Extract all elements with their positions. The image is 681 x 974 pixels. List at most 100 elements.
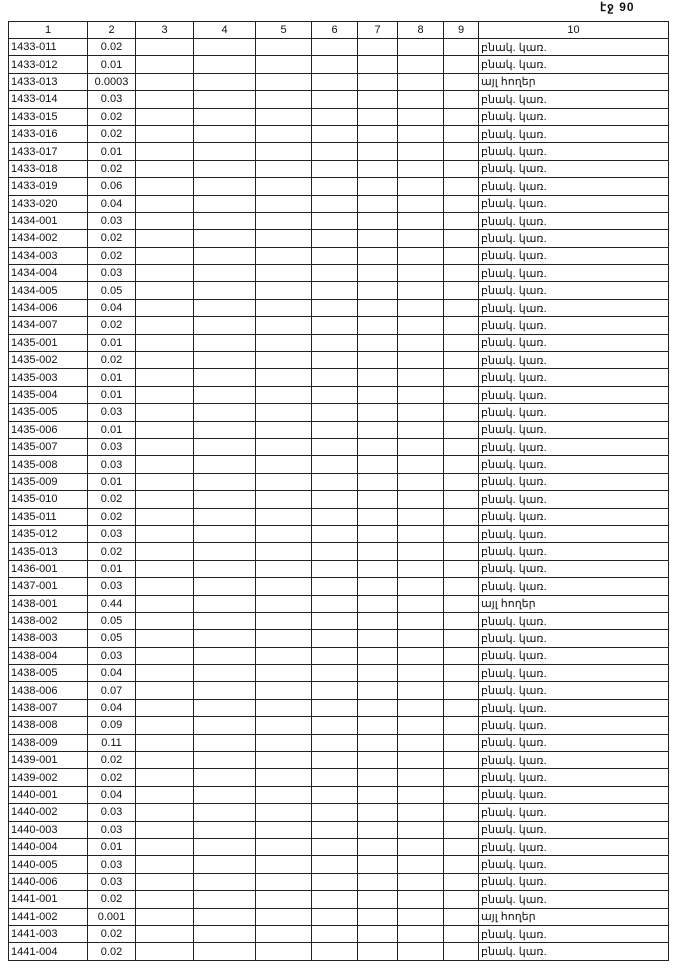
- empty-cell-col-5: [255, 281, 312, 300]
- empty-cell-col-7: [357, 124, 398, 144]
- empty-cell-col-9: [443, 333, 479, 353]
- table-row: 1441-004 0.02 բնակ. կառ.: [8, 942, 669, 961]
- empty-cell-col-8: [397, 333, 444, 353]
- parcel-code-cell: 1433-014: [8, 90, 88, 109]
- empty-cell-col-9: [443, 351, 479, 370]
- empty-cell-col-7: [357, 785, 398, 805]
- parcel-code-cell: 1440-006: [8, 872, 88, 892]
- parcel-code-cell: 1435-001: [8, 333, 88, 353]
- table-row: 1435-001 0.01 բնակ. կառ.: [8, 333, 669, 353]
- area-cell: 0.04: [87, 698, 136, 718]
- empty-cell-col-5: [255, 351, 312, 370]
- table-row: 1441-002 0.001 այլ հողեր: [8, 907, 669, 926]
- land-use-cell: բնակ. կառ.: [478, 333, 669, 353]
- parcel-code-cell: 1433-019: [8, 177, 88, 196]
- table-row: 1435-006 0.01 բնակ. կառ.: [8, 420, 669, 439]
- empty-cell-col-9: [443, 316, 479, 335]
- empty-cell-col-5: [255, 907, 312, 926]
- land-use-cell: բնակ. կառ.: [478, 768, 669, 787]
- empty-cell-col-9: [443, 855, 479, 874]
- empty-cell-col-7: [357, 942, 398, 961]
- column-header-1: 1: [8, 21, 88, 39]
- parcel-code-cell: 1434-007: [8, 316, 88, 335]
- table-row: 1440-003 0.03 բնակ. կառ.: [8, 820, 669, 839]
- empty-cell-col-4: [193, 142, 256, 161]
- parcel-code-cell: 1438-008: [8, 716, 88, 735]
- empty-cell-col-9: [443, 507, 479, 526]
- table-row: 1438-009 0.11 բնակ. կառ.: [8, 733, 669, 753]
- empty-cell-col-6: [311, 55, 358, 74]
- empty-cell-col-4: [193, 646, 256, 666]
- empty-cell-col-6: [311, 542, 358, 561]
- empty-cell-col-9: [443, 751, 479, 770]
- empty-cell-col-6: [311, 107, 358, 126]
- table-row: 1435-002 0.02 բնակ. կառ.: [8, 351, 669, 370]
- parcel-code-cell: 1435-009: [8, 472, 88, 492]
- empty-cell-col-4: [193, 890, 256, 909]
- empty-cell-col-5: [255, 437, 312, 457]
- empty-cell-col-4: [193, 785, 256, 805]
- empty-cell-col-5: [255, 490, 312, 509]
- empty-cell-col-3: [135, 37, 194, 57]
- table-row: 1440-001 0.04 բնակ. կառ.: [8, 785, 669, 805]
- empty-cell-col-4: [193, 316, 256, 335]
- empty-cell-col-5: [255, 264, 312, 283]
- empty-cell-col-5: [255, 298, 312, 318]
- land-use-cell: բնակ. կառ.: [478, 194, 669, 213]
- empty-cell-col-3: [135, 124, 194, 144]
- empty-cell-col-7: [357, 907, 398, 926]
- land-use-cell: բնակ. կառ.: [478, 472, 669, 492]
- empty-cell-col-9: [443, 194, 479, 213]
- parcel-code-cell: 1433-011: [8, 37, 88, 57]
- empty-cell-col-9: [443, 890, 479, 909]
- empty-cell-col-3: [135, 455, 194, 474]
- empty-cell-col-9: [443, 611, 479, 631]
- empty-cell-col-9: [443, 594, 479, 613]
- empty-cell-col-6: [311, 507, 358, 526]
- empty-cell-col-5: [255, 246, 312, 266]
- area-cell: 0.03: [87, 211, 136, 231]
- land-use-cell: բնակ. կառ.: [478, 385, 669, 405]
- area-cell: 0.02: [87, 351, 136, 370]
- empty-cell-col-9: [443, 142, 479, 161]
- empty-cell-col-8: [397, 72, 444, 92]
- parcel-code-cell: 1433-015: [8, 107, 88, 126]
- land-use-cell: բնակ. կառ.: [478, 351, 669, 370]
- area-cell: 0.02: [87, 229, 136, 248]
- empty-cell-col-3: [135, 246, 194, 266]
- area-cell: 0.02: [87, 37, 136, 57]
- empty-cell-col-7: [357, 437, 398, 457]
- empty-cell-col-7: [357, 385, 398, 405]
- empty-cell-col-4: [193, 803, 256, 822]
- land-use-cell: բնակ. կառ.: [478, 872, 669, 892]
- parcel-code-cell: 1440-002: [8, 803, 88, 822]
- empty-cell-col-5: [255, 55, 312, 74]
- area-cell: 0.03: [87, 872, 136, 892]
- empty-cell-col-7: [357, 611, 398, 631]
- empty-cell-col-4: [193, 629, 256, 648]
- empty-cell-col-7: [357, 716, 398, 735]
- table-row: 1439-002 0.02 բնակ. կառ.: [8, 768, 669, 787]
- empty-cell-col-6: [311, 785, 358, 805]
- empty-cell-col-7: [357, 577, 398, 596]
- empty-cell-col-8: [397, 751, 444, 770]
- column-header-7: 7: [357, 21, 398, 39]
- land-use-cell: բնակ. կառ.: [478, 664, 669, 683]
- table-row: 1435-007 0.03 բնակ. կառ.: [8, 437, 669, 457]
- empty-cell-col-4: [193, 351, 256, 370]
- empty-cell-col-9: [443, 229, 479, 248]
- parcel-code-cell: 1435-012: [8, 524, 88, 544]
- empty-cell-col-5: [255, 716, 312, 735]
- empty-cell-col-6: [311, 351, 358, 370]
- empty-cell-col-7: [357, 333, 398, 353]
- empty-cell-col-4: [193, 124, 256, 144]
- empty-cell-col-4: [193, 368, 256, 387]
- empty-cell-col-9: [443, 385, 479, 405]
- parcel-code-cell: 1441-004: [8, 942, 88, 961]
- empty-cell-col-7: [357, 368, 398, 387]
- empty-cell-col-3: [135, 351, 194, 370]
- empty-cell-col-5: [255, 177, 312, 196]
- empty-cell-col-7: [357, 733, 398, 753]
- table-row: 1433-017 0.01 բնակ. կառ.: [8, 142, 669, 161]
- empty-cell-col-4: [193, 281, 256, 300]
